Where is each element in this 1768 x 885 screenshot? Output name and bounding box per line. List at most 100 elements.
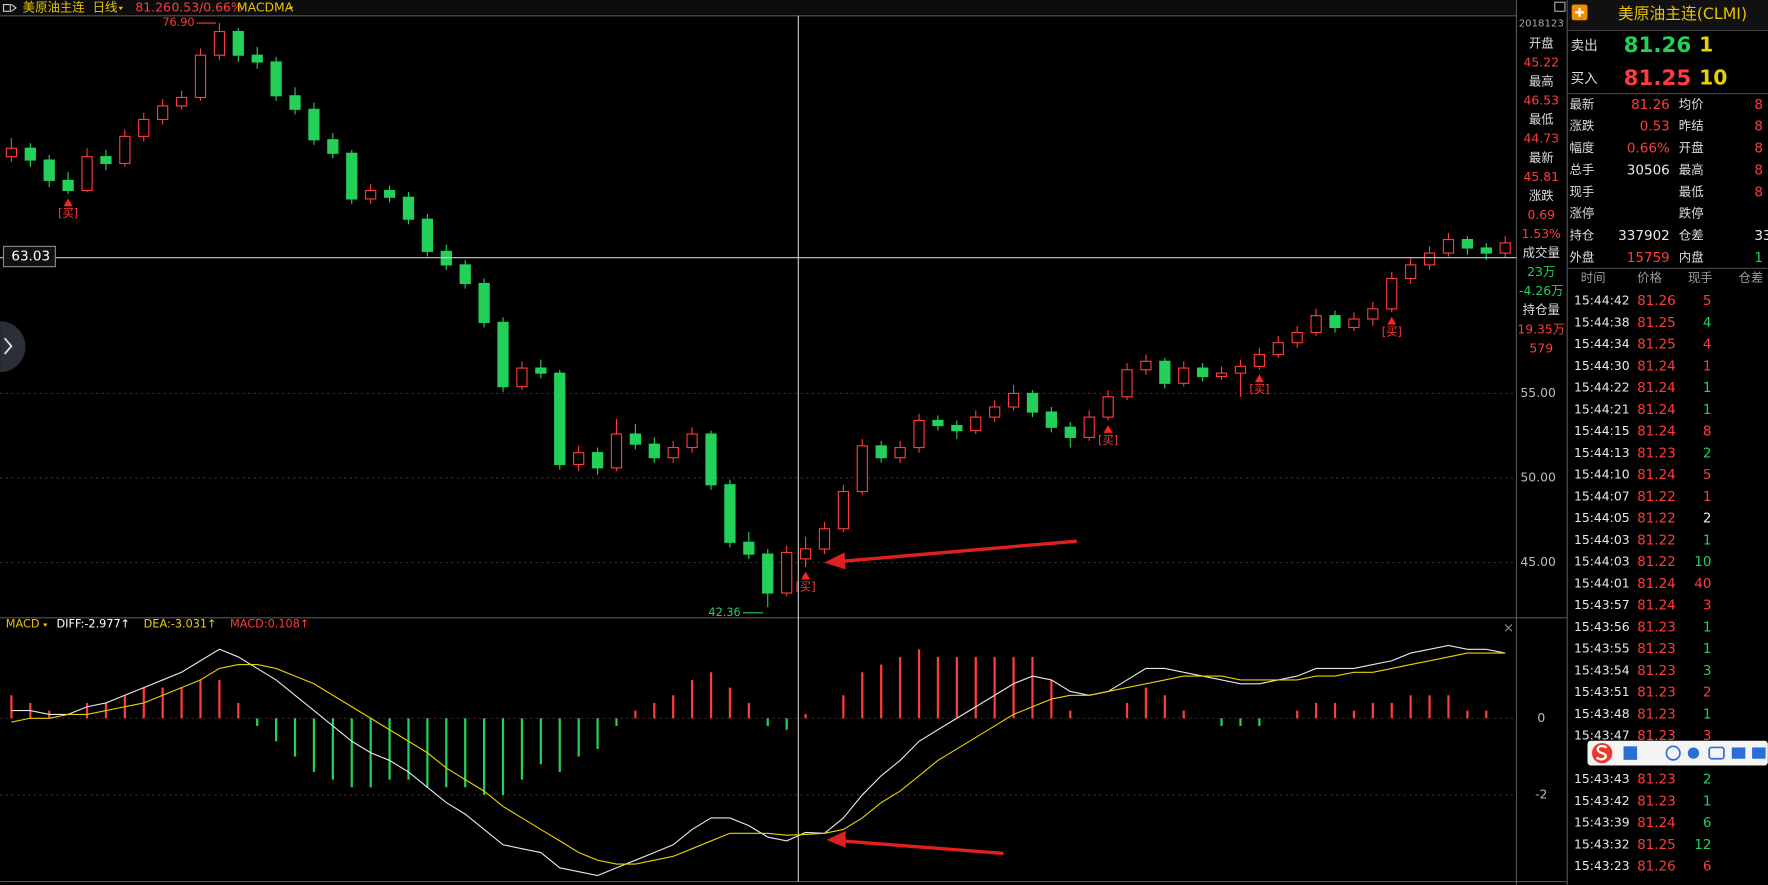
tick-time: 15:43:47 [1574,728,1630,743]
nav-button[interactable] [0,321,26,373]
tick-volume: 10 [1694,554,1711,570]
buy-signal-label: [买] [1098,434,1118,447]
tick-price: 81.22 [1637,532,1676,548]
tick-time: 15:43:56 [1574,619,1630,634]
indicator-select[interactable]: MACDMA [237,0,294,14]
quote-header [1568,0,1768,30]
ask-price: 81.26 [1624,33,1692,58]
annotation-arrowhead [826,830,846,848]
annotation-arrow [839,539,1077,564]
tick-volume: 2 [1703,445,1712,461]
ime-icon[interactable] [1665,745,1681,761]
ticks-header: 现手 [1688,270,1713,285]
buy-signal-marker [1387,316,1397,325]
tick-volume: 3 [1703,598,1712,614]
ime-icon[interactable] [1752,747,1766,759]
ime-icon[interactable] [1687,747,1700,759]
macd-legend: DIFF:-2.977↑ [56,618,130,631]
field-label: 幅度 [1569,140,1594,155]
candle-body [1026,392,1039,413]
tick-volume: 40 [1694,576,1711,592]
candle-body [799,548,812,560]
candle-body [724,484,736,543]
field-label: 均价 [1679,96,1704,111]
tick-price: 81.23 [1637,793,1676,809]
candle-body [138,118,150,137]
candle-body [1007,392,1020,408]
instrument-name[interactable]: 美原油主连 [23,0,86,14]
tick-time: 15:44:34 [1574,336,1630,351]
candle-body [875,445,887,459]
candle-body [5,147,18,158]
field-label: 最新 [1569,96,1594,111]
tick-volume: 1 [1703,706,1712,722]
tick-time: 15:44:03 [1574,554,1630,569]
tick-time: 15:43:54 [1574,662,1630,677]
candle-body [478,282,490,323]
tick-price: 81.22 [1637,489,1676,505]
tick-time: 15:43:48 [1574,706,1630,721]
side-value: 23万 [1527,264,1555,279]
candle-body [365,189,377,200]
period-select[interactable]: 日线 [93,0,118,14]
candle-body [383,189,396,198]
buy-signal-label: [买] [796,580,816,593]
macd-dea-line [11,652,1506,865]
tick-price: 81.22 [1637,511,1676,527]
buy-signal-label: [买] [58,207,78,220]
ime-icon[interactable] [1708,746,1725,760]
candle-body [1499,242,1511,254]
tick-price: 81.23 [1637,706,1676,722]
tick-time: 15:44:05 [1574,510,1630,525]
side-label: 成交量 [1523,245,1560,260]
field-label: 最高 [1679,162,1704,177]
candle-body [119,135,131,164]
candle-body [932,419,944,427]
candle-body [81,156,93,192]
candle-body [24,147,36,161]
buy-signal-label: [买] [1382,326,1402,339]
candle-body [270,61,282,97]
close-panel[interactable]: × [1503,620,1514,636]
candle-body [1329,315,1341,329]
field-value: 30506 [1627,162,1670,178]
candle-body [1121,369,1133,398]
tick-volume: 5 [1703,293,1712,309]
quote-title: 美原油主连(CLMI) [1618,4,1747,23]
tick-time: 15:43:55 [1574,641,1630,656]
candle-body [705,433,717,486]
candle-body [100,156,112,164]
side-label: 涨跌 [1529,188,1554,203]
tick-volume: 3 [1703,728,1712,744]
tick-time: 15:44:03 [1574,532,1630,547]
side-label: 最新 [1529,150,1554,165]
bid-size: 10 [1699,65,1727,89]
window-button[interactable] [1554,1,1566,12]
ime-icon[interactable] [1623,746,1638,760]
field-value: 1 [1754,250,1763,266]
field-label: 现手 [1569,184,1594,199]
y-tick-label: 55.00 [1520,385,1556,400]
candle-body [913,419,925,449]
candle-body [1234,365,1247,374]
candle-body [743,541,755,555]
side-label: 最高 [1529,74,1554,89]
ime-icon[interactable] [1731,747,1746,759]
field-label: 总手 [1569,162,1594,177]
side-label: 开盘 [1529,35,1554,50]
candle-body [1442,238,1455,254]
candle-body [194,54,207,99]
tick-time: 15:43:57 [1574,597,1630,612]
tick-time: 15:43:39 [1574,815,1630,830]
candle-body [762,553,774,594]
candle-body [327,139,339,154]
field-label: 涨停 [1569,206,1594,221]
candle-body [1367,308,1379,320]
candle-body [175,96,188,107]
candle-body [535,367,547,374]
candle-body [1045,411,1058,428]
toolbar-icon[interactable] [2,3,17,12]
tick-volume: 5 [1703,467,1712,483]
